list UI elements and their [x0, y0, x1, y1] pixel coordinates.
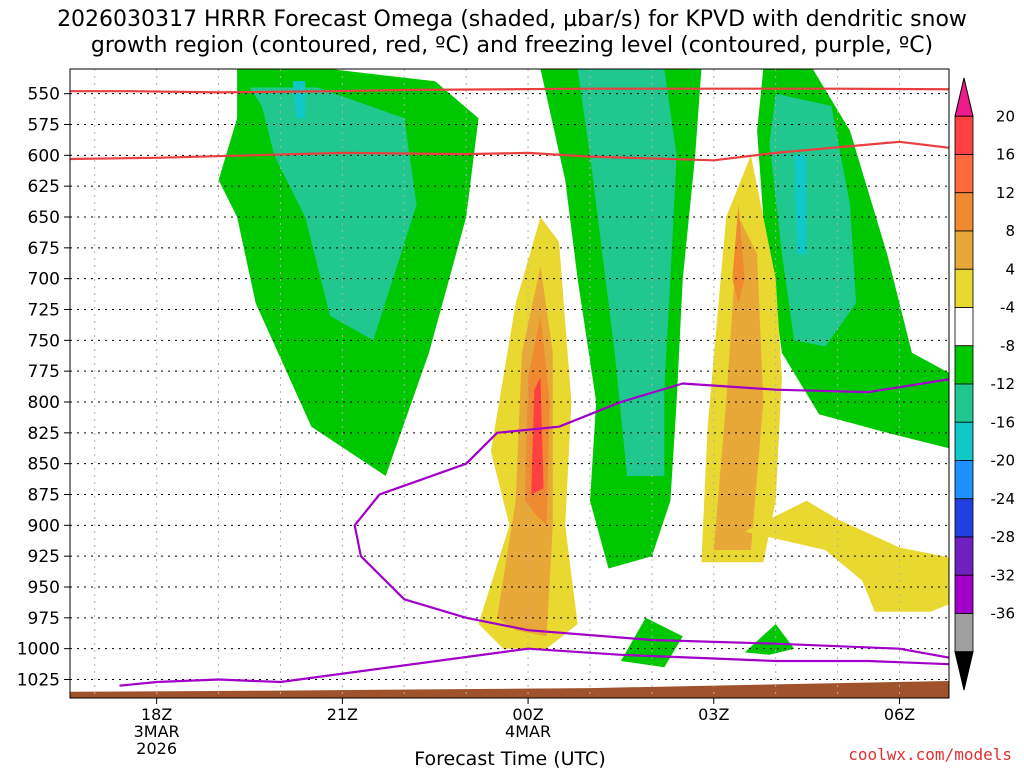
- omega-region-10: [620, 617, 683, 668]
- omega-region-1: [249, 87, 417, 341]
- contour-line-0: [70, 87, 949, 94]
- omega-region-15: [531, 377, 544, 495]
- source-credit: coolwx.com/models: [848, 745, 1012, 764]
- colorbar-band: [954, 383, 974, 423]
- y-tick-label: 675: [28, 239, 60, 259]
- x-axis-label: Forecast Time (UTC): [414, 748, 605, 768]
- y-tick-label: 850: [28, 455, 60, 475]
- y-tick-label: 925: [28, 547, 60, 567]
- colorbar-band: [954, 307, 974, 347]
- colorbar-band: [954, 115, 974, 155]
- chart-title-line-2: growth region (contoured, red, ºC) and f…: [90, 33, 934, 58]
- y-tick-label: 725: [28, 301, 60, 321]
- y-tick-label: 550: [28, 85, 60, 105]
- x-tick-label: 18Z: [141, 705, 172, 724]
- x-tick-label: 21Z: [327, 705, 358, 724]
- contour-lines: [70, 87, 949, 687]
- x-tick-label: 03Z: [698, 705, 729, 724]
- colorbar-band: [954, 154, 974, 194]
- colorbar-top-triangle: [954, 77, 974, 117]
- colorbar-label: 8: [1005, 222, 1015, 240]
- omega-region-4: [577, 69, 677, 476]
- colorbar-label: -28: [991, 528, 1016, 546]
- x-axis-ticks: 18Z3MAR202621Z00Z4MAR03Z06Z09Z: [134, 698, 915, 758]
- y-tick-label: 700: [28, 270, 60, 290]
- colorbar-label: -36: [991, 605, 1016, 623]
- chart-title-line-1: 2026030317 HRRR Forecast Omega (shaded, …: [57, 7, 967, 32]
- colorbar-band: [954, 536, 974, 576]
- omega-region-17: [713, 217, 764, 550]
- terrain-ground: [70, 680, 949, 698]
- y-tick-label: 1025: [17, 671, 60, 691]
- colorbar-label: -12: [991, 375, 1016, 393]
- contour-line-1: [70, 140, 949, 162]
- colorbar-label: -4: [1000, 299, 1015, 317]
- colorbar-label: -32: [991, 566, 1016, 584]
- x-tick-sublabel: 3MAR: [134, 722, 180, 741]
- y-tick-label: 650: [28, 208, 60, 228]
- colorbar-band: [954, 613, 974, 653]
- colorbar-band: [954, 230, 974, 270]
- y-tick-label: 800: [28, 393, 60, 413]
- colorbar-label: -8: [1000, 337, 1015, 355]
- terrain-fill: [70, 680, 949, 698]
- colorbar-band: [954, 268, 974, 308]
- omega-region-11: [744, 624, 795, 655]
- y-tick-label: 625: [28, 177, 60, 197]
- x-tick-label: 00Z: [512, 705, 543, 724]
- omega-region-7: [794, 155, 807, 254]
- x-tick-sublabel-year: 2026: [136, 739, 177, 758]
- y-tick-label: 975: [28, 609, 60, 629]
- colorbar-bottom-triangle: [954, 651, 974, 691]
- colorbar-label: 4: [1005, 260, 1015, 278]
- colorbar-band: [954, 345, 974, 385]
- colorbar-band: [954, 498, 974, 538]
- omega-region-19: [744, 500, 949, 612]
- colorbar-band: [954, 421, 974, 461]
- y-tick-label: 575: [28, 116, 60, 136]
- colorbar-band: [954, 460, 974, 500]
- y-axis-ticks: 550 575 600 625 650 675 700 725 750 775 800 825 850 8…: [17, 85, 70, 691]
- colorbar-label: -20: [991, 452, 1016, 470]
- y-tick-label: 600: [28, 146, 60, 166]
- contour-line-2: [119, 378, 949, 687]
- colorbar-label: 12: [996, 184, 1015, 202]
- y-tick-label: 775: [28, 362, 60, 382]
- y-tick-label: 825: [28, 424, 60, 444]
- y-tick-label: 750: [28, 331, 60, 351]
- y-tick-label: 1000: [17, 640, 60, 660]
- colorbar-band: [954, 192, 974, 232]
- colorbar-label: 20: [996, 107, 1015, 125]
- colorbar-label: -24: [991, 490, 1016, 508]
- colorbar-band: [954, 574, 974, 614]
- y-tick-label: 875: [28, 486, 60, 506]
- y-tick-label: 950: [28, 578, 60, 598]
- colorbar-legend: 20 16 12 8 4 -4 -8 -12 -16 -20 -24 -28 -32 -36: [954, 77, 1016, 691]
- colorbar-label: 16: [996, 146, 1015, 164]
- x-tick-sublabel: 4MAR: [505, 722, 551, 741]
- y-tick-label: 900: [28, 516, 60, 536]
- plot-frame: [69, 68, 950, 699]
- x-tick-label: 06Z: [884, 705, 915, 724]
- omega-shading: [218, 69, 949, 668]
- colorbar-label: -16: [991, 413, 1016, 431]
- omega-region-6: [769, 93, 857, 347]
